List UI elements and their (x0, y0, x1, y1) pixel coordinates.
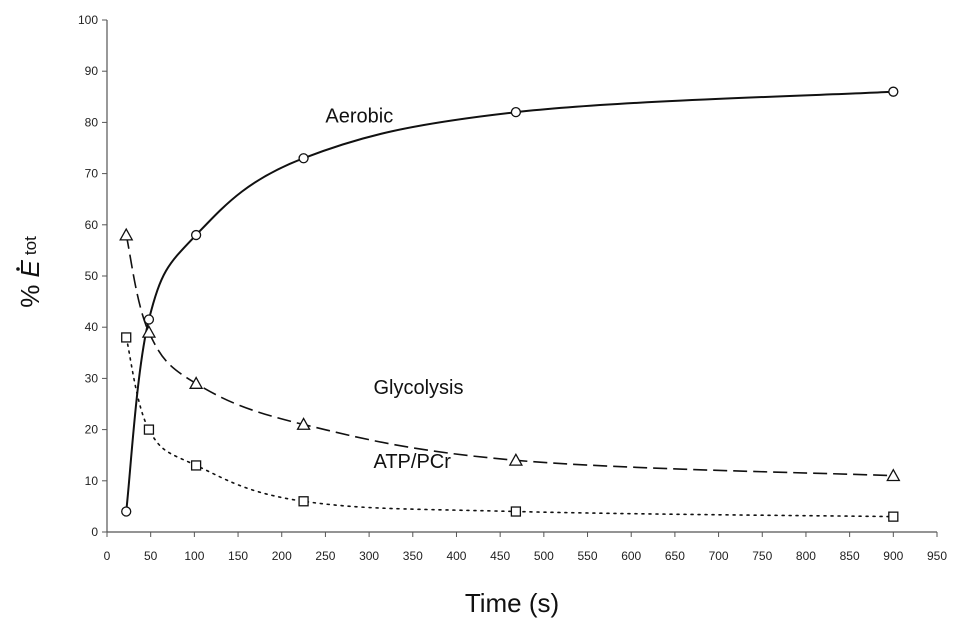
data-point-glycolysis (296, 417, 311, 430)
x-tick-label: 100 (184, 549, 204, 563)
y-tick-label: 30 (85, 371, 99, 385)
x-tick-label: 500 (534, 549, 554, 563)
x-axis-title: Time (s) (465, 588, 559, 618)
data-point-atp-pcr (121, 332, 132, 343)
data-point-aerobic (888, 86, 899, 97)
data-point-glycolysis (886, 468, 901, 482)
data-point-atp-pcr (143, 424, 155, 435)
y-tick-label: 100 (78, 13, 98, 27)
x-tick-label: 250 (315, 549, 335, 563)
x-tick-label: 650 (665, 549, 685, 563)
series-label-atp-pcr: ATP/PCr (373, 451, 451, 473)
x-tick-label: 550 (578, 549, 598, 563)
y-tick-label: 50 (85, 269, 99, 283)
y-axis-title-dot (16, 267, 20, 271)
data-point-aerobic (121, 506, 132, 517)
data-point-aerobic (190, 229, 202, 241)
data-point-aerobic (510, 107, 522, 118)
data-point-glycolysis (189, 376, 204, 389)
series-line-glycolysis (125, 234, 894, 477)
series-label-glycolysis: Glycolysis (373, 377, 463, 399)
series-line-aerobic (125, 90, 894, 512)
y-axis-title-prefix: % (15, 277, 45, 307)
x-tick-label: 350 (403, 549, 423, 563)
series-labels: Aerobic Glycolysis ATP/PCr (325, 105, 463, 473)
x-axis-ticks: 0 50 100 150 200 250 300 350 400 450 500 550 600 650 7… (104, 532, 947, 563)
data-point-glycolysis (508, 452, 523, 466)
y-axis-title: % Etot (15, 236, 45, 308)
x-tick-label: 750 (752, 549, 772, 563)
y-tick-label: 40 (85, 320, 99, 334)
y-tick-label: 80 (85, 115, 99, 129)
y-axis-title-symbol: E (15, 259, 45, 277)
x-tick-label: 600 (621, 549, 641, 563)
series-line-atp-pcr (125, 336, 895, 518)
data-point-atp-pcr (510, 506, 522, 517)
x-tick-label: 300 (359, 549, 379, 563)
svg-text:% Etot: % Etot (15, 236, 45, 308)
y-tick-label: 10 (85, 474, 99, 488)
y-tick-label: 60 (85, 218, 99, 232)
x-tick-label: 450 (490, 549, 510, 563)
y-tick-label: 0 (91, 525, 98, 539)
data-point-glycolysis (141, 324, 157, 338)
x-tick-label: 950 (927, 549, 947, 563)
y-tick-label: 70 (85, 167, 99, 181)
x-tick-label: 850 (840, 549, 860, 563)
x-tick-label: 50 (144, 549, 158, 563)
x-tick-label: 400 (446, 549, 466, 563)
x-tick-label: 700 (709, 549, 729, 563)
data-point-aerobic (298, 153, 309, 164)
data-point-glycolysis (119, 227, 134, 241)
y-tick-label: 90 (85, 64, 99, 78)
x-tick-label: 0 (104, 549, 111, 563)
series-lines (125, 90, 895, 518)
y-tick-label: 20 (85, 423, 99, 437)
x-tick-label: 900 (883, 549, 903, 563)
series-markers (119, 86, 901, 522)
data-point-atp-pcr (190, 460, 202, 471)
y-axis-title-subscript: tot (21, 236, 40, 255)
data-point-atp-pcr (888, 511, 899, 522)
series-label-aerobic: Aerobic (325, 105, 393, 127)
y-axis-ticks: 0 10 20 30 40 50 60 70 80 90 100 (78, 13, 107, 539)
x-tick-label: 800 (796, 549, 816, 563)
x-tick-label: 200 (272, 549, 292, 563)
data-point-aerobic (143, 314, 155, 325)
x-tick-label: 150 (228, 549, 248, 563)
axes (106, 20, 937, 533)
data-point-atp-pcr (298, 496, 309, 507)
